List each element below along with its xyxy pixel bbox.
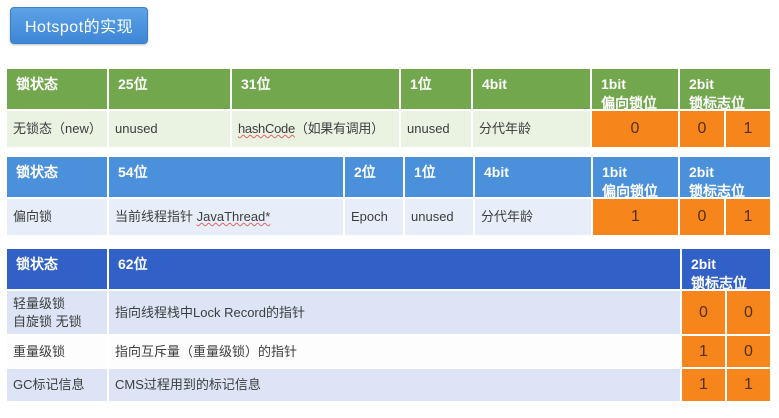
cell-31bit: hashCode（如果有调用） bbox=[232, 111, 399, 147]
header-cell-flag: 2bit 锁标志位 bbox=[682, 249, 770, 291]
header-cell-bias: 1bit 偏向锁位 bbox=[592, 69, 678, 111]
cell-4bit: 分代年龄 bbox=[475, 199, 591, 235]
bit-cell-flag2: 0 bbox=[727, 336, 770, 367]
bit-cell-bias: 0 bbox=[592, 111, 678, 147]
table-row: 无锁态（new） unused hashCode（如果有调用） unused 分… bbox=[7, 111, 770, 147]
header-cell-2bit: 2位 bbox=[345, 157, 403, 197]
header-row: 锁状态 54位 2位 1位 4bit 1bit 偏向锁位 2bit 锁标志位 bbox=[7, 157, 770, 199]
table-row: GC标记信息 CMS过程用到的标记信息 1 1 bbox=[7, 369, 770, 401]
page-title: Hotspot的实现 bbox=[10, 7, 149, 44]
header-cell-state: 锁状态 bbox=[7, 249, 107, 289]
header-row: 锁状态 25位 31位 1位 4bit 1bit 偏向锁位 2bit 锁标志位 bbox=[7, 69, 770, 111]
header-cell-1bit: 1位 bbox=[405, 157, 473, 197]
cell-25bit: unused bbox=[109, 111, 230, 147]
cell-1bit: unused bbox=[405, 199, 473, 235]
cell-desc: CMS过程用到的标记信息 bbox=[109, 369, 680, 401]
header-row: 锁状态 62位 2bit 锁标志位 bbox=[7, 249, 770, 291]
javathread-text: JavaThread* bbox=[196, 209, 271, 225]
bit-cell-bias: 1 bbox=[593, 199, 678, 235]
header-cell-state: 锁状态 bbox=[7, 69, 107, 109]
header-cell-62bit: 62位 bbox=[109, 249, 680, 289]
header-cell-31bit: 31位 bbox=[232, 69, 399, 109]
hashcode-text: hashCode bbox=[238, 121, 295, 137]
cell-state: GC标记信息 bbox=[7, 369, 107, 401]
table-pointer: 锁状态 62位 2bit 锁标志位 轻量级锁 自旋锁 无锁 指向线程栈中Lock… bbox=[7, 249, 770, 401]
cell-desc: 指向线程栈中Lock Record的指针 bbox=[109, 291, 680, 334]
header-cell-54bit: 54位 bbox=[109, 157, 343, 197]
cell-desc: 指向互斥量（重量级锁）的指针 bbox=[109, 336, 680, 367]
bit-cell-flag2: 1 bbox=[726, 199, 770, 235]
header-cell-4bit: 4bit bbox=[473, 69, 590, 109]
bit-cell-flag1: 0 bbox=[680, 111, 724, 147]
cell-4bit: 分代年龄 bbox=[473, 111, 590, 147]
cell-1bit: unused bbox=[401, 111, 471, 147]
header-cell-flag: 2bit 锁标志位 bbox=[680, 157, 770, 199]
bit-cell-flag2: 0 bbox=[727, 291, 770, 334]
header-cell-flag: 2bit 锁标志位 bbox=[680, 69, 770, 111]
cell-state: 重量级锁 bbox=[7, 336, 107, 367]
cell-state: 轻量级锁 自旋锁 无锁 bbox=[7, 291, 107, 334]
table-nolock: 锁状态 25位 31位 1位 4bit 1bit 偏向锁位 2bit 锁标志位 … bbox=[7, 69, 770, 147]
bit-cell-flag1: 0 bbox=[680, 199, 724, 235]
table-biased: 锁状态 54位 2位 1位 4bit 1bit 偏向锁位 2bit 锁标志位 偏… bbox=[7, 157, 770, 235]
table-row: 轻量级锁 自旋锁 无锁 指向线程栈中Lock Record的指针 0 0 bbox=[7, 291, 770, 334]
header-cell-bias: 1bit 偏向锁位 bbox=[593, 157, 678, 199]
cell-state: 偏向锁 bbox=[7, 199, 107, 235]
header-cell-1bit: 1位 bbox=[401, 69, 471, 109]
cell-epoch: Epoch bbox=[345, 199, 403, 235]
bit-cell-flag1: 0 bbox=[682, 291, 725, 334]
title-container: Hotspot的实现 bbox=[0, 0, 779, 44]
cell-state: 无锁态（new） bbox=[7, 111, 107, 147]
header-cell-25bit: 25位 bbox=[109, 69, 230, 109]
header-cell-4bit: 4bit bbox=[475, 157, 591, 197]
header-cell-state: 锁状态 bbox=[7, 157, 107, 197]
table-row: 重量级锁 指向互斥量（重量级锁）的指针 1 0 bbox=[7, 336, 770, 367]
cell-54bit: 当前线程指针 JavaThread* bbox=[109, 199, 343, 235]
table-row: 偏向锁 当前线程指针 JavaThread* Epoch unused 分代年龄… bbox=[7, 199, 770, 235]
bit-cell-flag2: 1 bbox=[727, 369, 770, 401]
bit-cell-flag1: 1 bbox=[682, 336, 725, 367]
bit-cell-flag2: 1 bbox=[726, 111, 770, 147]
bit-cell-flag1: 1 bbox=[682, 369, 725, 401]
